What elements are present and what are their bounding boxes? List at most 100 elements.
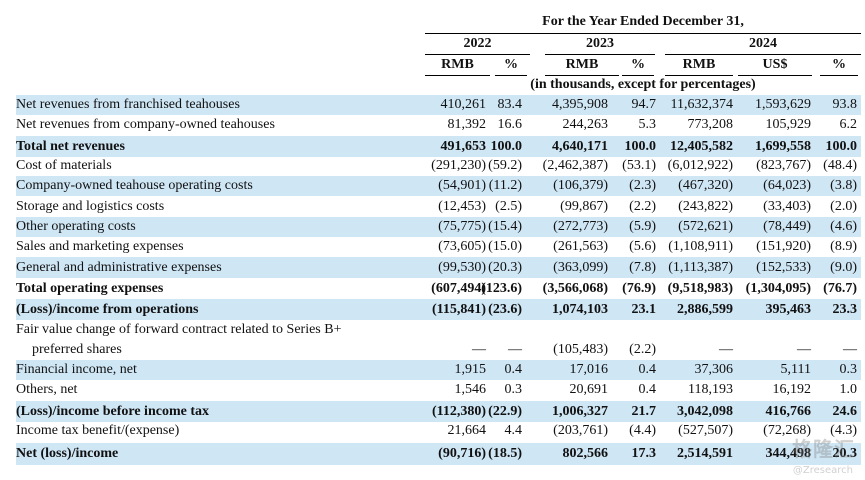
row-value: (4.3) xyxy=(830,423,857,438)
row-value: — xyxy=(472,342,486,357)
row-value: 100.0 xyxy=(490,139,523,154)
row-value: 93.8 xyxy=(832,97,858,112)
row-value: 4,640,171 xyxy=(552,139,608,154)
unit-pct-2022: % xyxy=(504,57,518,72)
row-value: 21.7 xyxy=(631,404,657,419)
row-value: — xyxy=(719,342,733,357)
year-2022: 2022 xyxy=(463,36,492,51)
row-value: (59.2) xyxy=(488,158,522,173)
row-value: (12,453) xyxy=(438,199,486,214)
row-label: preferred shares xyxy=(32,342,122,357)
row-value: 1.0 xyxy=(839,382,858,397)
row-label: Fair value change of forward contract re… xyxy=(16,322,342,337)
row-value: (9.0) xyxy=(830,260,857,275)
row-label: Total operating expenses xyxy=(16,281,164,296)
row-label: Net revenues from franchised teahouses xyxy=(16,97,240,112)
row-value: (2,462,387) xyxy=(542,158,608,173)
row-value: (18.5) xyxy=(488,446,522,461)
row-value: (105,483) xyxy=(553,342,608,357)
year-2022-underline xyxy=(425,54,530,55)
row-value: 100.0 xyxy=(624,139,657,154)
row-value: (11.2) xyxy=(488,178,522,193)
row-label: Others, net xyxy=(16,382,78,397)
row-label: Financial income, net xyxy=(16,362,137,377)
row-value: (72,268) xyxy=(763,423,811,438)
row-value: (48.4) xyxy=(823,158,857,173)
row-value: 1,006,327 xyxy=(552,404,608,419)
row-value: 105,929 xyxy=(765,117,812,132)
table-row: Income tax benefit/(expense) 21,664 4.4 (20… xyxy=(16,421,861,441)
row-value: 17,016 xyxy=(569,362,609,377)
row-value: 1,546 xyxy=(454,382,487,397)
row-value: 0.4 xyxy=(638,382,657,397)
row-value: 244,263 xyxy=(562,117,609,132)
row-value: (73,605) xyxy=(438,239,486,254)
unit-underline-7 xyxy=(820,75,858,76)
row-value: 23.1 xyxy=(631,302,657,317)
row-value: (291,230) xyxy=(431,158,486,173)
watermark-handle: @Zresearch xyxy=(792,465,853,476)
row-value: (527,507) xyxy=(678,423,733,438)
row-label: Total net revenues xyxy=(16,139,125,154)
unit-underline-4 xyxy=(622,75,654,76)
unit-pct-2023: % xyxy=(631,57,645,72)
row-value: (467,320) xyxy=(678,178,733,193)
row-value: 20,691 xyxy=(569,382,609,397)
row-value: (99,867) xyxy=(560,199,608,214)
row-value: 0.4 xyxy=(638,362,657,377)
row-value: 2,886,599 xyxy=(677,302,733,317)
row-value: 0.3 xyxy=(839,362,858,377)
row-value: (78,449) xyxy=(763,219,811,234)
row-value: (5.9) xyxy=(629,219,656,234)
row-value: (7.8) xyxy=(629,260,656,275)
table-row: Total net revenues 491,653 100.0 4,640,171 1… xyxy=(16,136,861,157)
row-value: 1,593,629 xyxy=(755,97,811,112)
row-value: (33,403) xyxy=(763,199,811,214)
row-value: — xyxy=(797,342,811,357)
row-value: (4.4) xyxy=(629,423,656,438)
row-label: Income tax benefit/(expense) xyxy=(16,423,180,438)
row-value: (261,563) xyxy=(553,239,608,254)
watermark-text: 格隆汇 xyxy=(792,437,855,461)
row-value: 2,514,591 xyxy=(677,446,733,461)
row-value: 21,664 xyxy=(447,423,487,438)
row-value: 344,498 xyxy=(765,446,812,461)
row-value: 802,566 xyxy=(562,446,609,461)
row-label: (Loss)/income from operations xyxy=(16,302,199,317)
row-value: (64,023) xyxy=(763,178,811,193)
table-row: General and administrative expenses (99,5… xyxy=(16,257,861,278)
table-row: (Loss)/income before income tax (112,380)… xyxy=(16,401,861,422)
table-row: Other operating costs (75,775) (15.4) (272,… xyxy=(16,217,861,237)
unit-rmb-2024: RMB xyxy=(682,57,716,72)
row-value: (20.3) xyxy=(488,260,522,275)
year-2023-underline xyxy=(545,54,655,55)
row-value: (15.4) xyxy=(488,219,522,234)
row-value: (75,775) xyxy=(438,219,486,234)
row-value: (3.8) xyxy=(830,178,857,193)
unit-rmb-2023: RMB xyxy=(565,57,599,72)
units-note: (in thousands, except for percentages) xyxy=(530,77,756,92)
row-label: Other operating costs xyxy=(16,219,136,234)
row-value: (22.9) xyxy=(488,404,522,419)
unit-underline-2 xyxy=(495,75,527,76)
row-value: (115,841) xyxy=(431,302,486,317)
row-value: (4.6) xyxy=(830,219,857,234)
row-value: 12,405,582 xyxy=(670,139,733,154)
row-value: (2.2) xyxy=(629,199,656,214)
unit-underline-6 xyxy=(738,75,812,76)
row-value: 24.6 xyxy=(832,404,858,419)
table-row: Company-owned teahouse operating costs (5… xyxy=(16,176,861,196)
table-row: Net revenues from franchised teahouses 41… xyxy=(16,95,861,115)
row-value: (607,494) xyxy=(431,281,486,296)
row-value: 395,463 xyxy=(765,302,812,317)
table-row: Storage and logistics costs (12,453) (2.5)… xyxy=(16,197,861,217)
row-value: (99,530) xyxy=(438,260,486,275)
row-value: 4,395,908 xyxy=(552,97,608,112)
year-2024: 2024 xyxy=(749,36,777,51)
row-value: (203,761) xyxy=(553,423,608,438)
row-value: 416,766 xyxy=(765,404,812,419)
row-label: Net (loss)/income xyxy=(16,446,119,461)
row-value: 16.6 xyxy=(497,117,523,132)
unit-underline-1 xyxy=(425,75,490,76)
table-row: Others, net 1,546 0.3 20,691 0.4 118,193 16,19… xyxy=(16,380,861,400)
